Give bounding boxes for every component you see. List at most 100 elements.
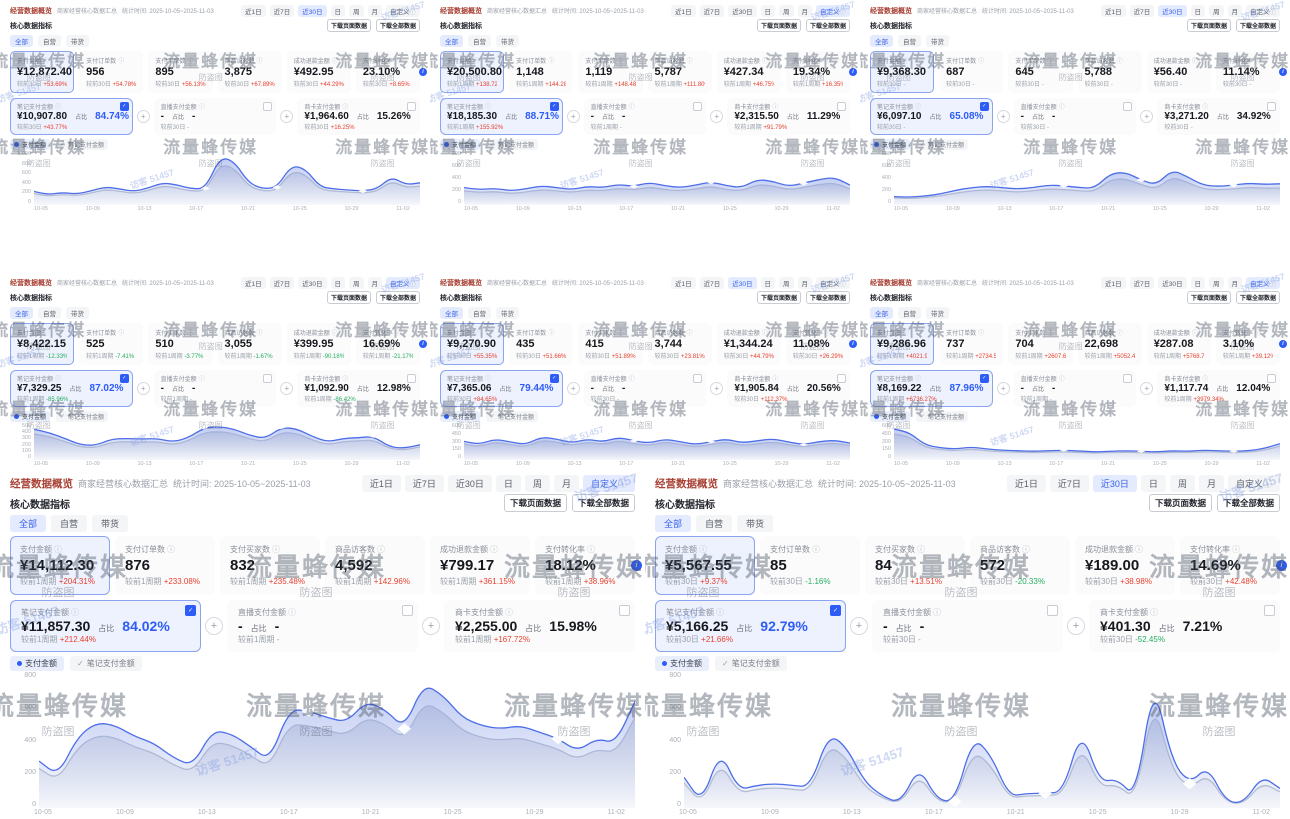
info-dot-icon[interactable]: i	[849, 339, 857, 348]
checkbox-checked-icon[interactable]: ✓	[830, 605, 841, 616]
range-month-button[interactable]: 月	[797, 277, 812, 289]
metric-card-paying-buyers[interactable]: 支付买家数 ⓘ 645 较前30日 -	[1008, 51, 1073, 93]
tab-all[interactable]: 全部	[10, 35, 33, 47]
add-metric-button[interactable]: +	[280, 382, 294, 395]
metric-card-payment-amount[interactable]: 支付金额 ⓘ ¥5,567.55 较前30日 +9.37%	[655, 536, 755, 595]
range-custom-button[interactable]: 自定义ⓘ	[1246, 277, 1280, 289]
range-month-button[interactable]: 月	[367, 5, 382, 17]
range-30d-button[interactable]: 近30日	[298, 5, 327, 17]
download-page-data-button[interactable]: 下载页面数据	[1186, 291, 1231, 304]
range-1d-button[interactable]: 近1日	[241, 5, 266, 17]
tab-affiliate[interactable]: 带货	[66, 307, 89, 319]
range-month-button[interactable]: 月	[1227, 277, 1242, 289]
download-all-data-button[interactable]: 下载全部数据	[375, 19, 420, 32]
metric-card-product-visitors[interactable]: 商品访客数 ⓘ 4,592 较前1周期 +142.96%	[325, 536, 425, 595]
range-day-button[interactable]: 日	[760, 277, 775, 289]
tab-all[interactable]: 全部	[10, 307, 33, 319]
metric-card-product-visitors[interactable]: 商品访客数 ⓘ 3,744 较前30日 +23.81%	[647, 323, 712, 365]
channel-card-product-card-payment[interactable]: 商卡支付金额 ⓘ ¥2,255.00 占比 15.98% 较前1周期 +167.7…	[444, 600, 635, 652]
info-dot-icon[interactable]: i	[631, 559, 642, 571]
add-metric-button[interactable]: +	[280, 110, 294, 123]
range-custom-button[interactable]: 自定义ⓘ	[816, 277, 850, 289]
tab-affiliate[interactable]: 带货	[737, 515, 774, 532]
checkbox-empty-icon[interactable]	[407, 374, 417, 383]
range-day-button[interactable]: 日	[330, 277, 345, 289]
add-metric-button[interactable]: +	[850, 617, 868, 635]
range-month-button[interactable]: 月	[367, 277, 382, 289]
metric-card-paid-orders[interactable]: 支付订单数 ⓘ 525 较前1周期 -7.41%	[79, 323, 144, 365]
channel-card-note-payment[interactable]: ✓ 笔记支付金额 ⓘ ¥5,166.25 占比 92.79% 较前30日 +21.…	[655, 600, 846, 652]
add-metric-button[interactable]: +	[710, 110, 724, 123]
range-custom-button[interactable]: 自定义ⓘ	[386, 5, 420, 17]
checkbox-empty-icon[interactable]	[1267, 102, 1277, 111]
range-custom-button[interactable]: 自定义ⓘ	[386, 277, 420, 289]
channel-card-live-payment[interactable]: 直播支付金额 ⓘ - 占比 - 较前30日 -	[583, 370, 707, 407]
range-month-button[interactable]: 月	[1198, 475, 1224, 492]
checkbox-empty-icon[interactable]	[837, 374, 847, 383]
tab-self[interactable]: 自营	[696, 515, 733, 532]
metric-card-paying-buyers[interactable]: 支付买家数 ⓘ 84 较前30日 +13.51%	[865, 536, 965, 595]
checkbox-empty-icon[interactable]	[1123, 102, 1133, 111]
tab-affiliate[interactable]: 带货	[66, 35, 89, 47]
channel-card-product-card-payment[interactable]: 商卡支付金额 ⓘ ¥401.30 占比 7.21% 较前30日 -52.45%	[1089, 600, 1280, 652]
info-dot-icon[interactable]: i	[419, 339, 427, 348]
add-metric-button[interactable]: +	[205, 617, 223, 635]
info-dot-icon[interactable]: i	[419, 67, 427, 76]
range-week-button[interactable]: 周	[524, 475, 550, 492]
metric-card-payment-amount[interactable]: 支付金额 ⓘ ¥9,270.90 较前30日 +55.35%	[440, 323, 505, 365]
range-month-button[interactable]: 月	[553, 475, 579, 492]
tab-self[interactable]: 自营	[468, 35, 491, 47]
tab-affiliate[interactable]: 带货	[926, 35, 949, 47]
info-dot-icon[interactable]: i	[849, 67, 857, 76]
metric-card-refund-amount[interactable]: 成功退款金额 ⓘ ¥1,344.24 较前30日 +44.79%	[716, 323, 781, 365]
range-day-button[interactable]: 日	[1190, 277, 1205, 289]
channel-card-note-payment[interactable]: ✓ 笔记支付金额 ⓘ ¥8,169.22 占比 87.96% 较前1周期 +673…	[870, 370, 993, 407]
metric-card-paid-orders[interactable]: 支付订单数 ⓘ 956 较前30日 +54.78%	[79, 51, 144, 93]
tab-self[interactable]: 自营	[468, 307, 491, 319]
metric-card-refund-amount[interactable]: 成功退款金额 ⓘ ¥189.00 较前30日 +38.98%	[1075, 536, 1175, 595]
channel-card-live-payment[interactable]: 直播支付金额 ⓘ - 占比 - 较前30日 -	[153, 98, 277, 135]
tab-affiliate[interactable]: 带货	[92, 515, 129, 532]
download-page-data-button[interactable]: 下载页面数据	[756, 19, 801, 32]
checkbox-checked-icon[interactable]: ✓	[119, 102, 129, 111]
metric-card-payment-amount[interactable]: 支付金额 ⓘ ¥12,872.40 较前30日 +53.69%	[10, 51, 75, 93]
checkbox-empty-icon[interactable]	[619, 605, 630, 616]
metric-card-refund-amount[interactable]: 成功退款金额 ⓘ ¥399.95 较前1周期 -90.18%	[286, 323, 351, 365]
add-metric-button[interactable]: +	[996, 382, 1010, 395]
checkbox-empty-icon[interactable]	[263, 374, 273, 383]
area-chart[interactable]	[464, 423, 850, 460]
checkbox-checked-icon[interactable]: ✓	[979, 102, 989, 111]
add-metric-button[interactable]: +	[1067, 617, 1085, 635]
channel-card-note-payment[interactable]: ✓ 笔记支付金额 ⓘ ¥18,185.30 占比 88.71% 较前1周期 +15…	[440, 98, 563, 135]
download-page-data-button[interactable]: 下载页面数据	[1148, 494, 1212, 512]
tab-self[interactable]: 自营	[38, 35, 61, 47]
checkbox-checked-icon[interactable]: ✓	[185, 605, 196, 616]
legend-note-payment[interactable]: ✓ 笔记支付金额	[70, 656, 142, 671]
range-30d-button[interactable]: 近30日	[728, 277, 757, 289]
metric-card-paying-buyers[interactable]: 支付买家数 ⓘ 415 较前30日 +51.89%	[578, 323, 643, 365]
range-7d-button[interactable]: 近7日	[699, 5, 725, 17]
range-week-button[interactable]: 周	[1209, 5, 1224, 17]
metric-card-paid-orders[interactable]: 支付订单数 ⓘ 876 较前1周期 +233.08%	[115, 536, 215, 595]
channel-card-product-card-payment[interactable]: 商卡支付金额 ⓘ ¥3,271.20 占比 34.92% 较前30日 -	[1157, 98, 1281, 135]
tab-affiliate[interactable]: 带货	[496, 35, 519, 47]
range-day-button[interactable]: 日	[330, 5, 345, 17]
channel-card-live-payment[interactable]: 直播支付金额 ⓘ - 占比 - 较前30日 -	[872, 600, 1063, 652]
metric-card-conversion-rate[interactable]: 支付转化率 ⓘ 18.12% 较前1周期 +38.96%	[535, 536, 635, 595]
tab-affiliate[interactable]: 带货	[496, 307, 519, 319]
range-custom-button[interactable]: 自定义ⓘ	[816, 5, 850, 17]
metric-card-paying-buyers[interactable]: 支付买家数 ⓘ 510 较前1周期 -3.77%	[148, 323, 213, 365]
tab-affiliate[interactable]: 带货	[926, 307, 949, 319]
download-all-data-button[interactable]: 下载全部数据	[1235, 291, 1280, 304]
checkbox-empty-icon[interactable]	[693, 102, 703, 111]
add-metric-button[interactable]: +	[566, 382, 580, 395]
area-chart[interactable]	[684, 672, 1280, 808]
add-metric-button[interactable]: +	[996, 110, 1010, 123]
channel-card-live-payment[interactable]: 直播支付金额 ⓘ - 占比 - 较前1周期 -	[1013, 370, 1137, 407]
